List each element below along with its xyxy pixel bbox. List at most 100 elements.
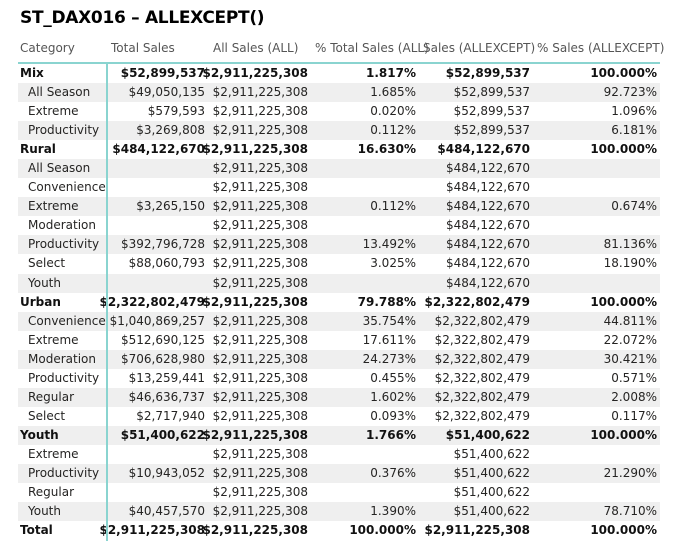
matrix-row[interactable]: Productivity $3,269,808 $2,911,225,308 0.11…: [18, 121, 660, 141]
cell-category: Convenience: [28, 313, 106, 328]
cell-sales-allexcept: $2,322,802,479: [434, 389, 530, 404]
cell-all-sales: $2,911,225,308: [212, 123, 308, 138]
cell-sales-allexcept: $51,400,622: [453, 465, 530, 480]
cell-pct-sales-allexcept: 6.181%: [611, 123, 657, 138]
matrix-row[interactable]: All Season $49,050,135 $2,911,225,308 1.685…: [18, 83, 660, 103]
cell-category: Convenience: [28, 180, 106, 195]
cell-all-sales: $2,911,225,308: [212, 180, 308, 195]
cell-all-sales: $2,911,225,308: [212, 504, 308, 519]
cell-total-sales: $1,040,869,257: [109, 313, 205, 328]
matrix-row[interactable]: Select $2,717,940 $2,911,225,308 0.093% $2,3…: [18, 407, 660, 426]
matrix-row[interactable]: Youth $40,457,570 $2,911,225,308 1.390% $51,…: [18, 502, 660, 522]
cell-category: Productivity: [28, 370, 100, 385]
cell-all-sales: $2,911,225,308: [212, 370, 308, 385]
column-header-pct-total-sales[interactable]: % Total Sales (ALL): [315, 41, 429, 55]
cell-pct-total-sales: 1.766%: [366, 427, 416, 442]
cell-total-sales: $392,796,728: [121, 237, 205, 252]
cell-sales-allexcept: $484,122,670: [446, 199, 530, 214]
cell-all-sales: $2,911,225,308: [212, 199, 308, 214]
cell-sales-allexcept: $2,322,802,479: [434, 351, 530, 366]
matrix-row[interactable]: Moderation $2,911,225,308 $484,122,670: [18, 216, 660, 235]
matrix-group-row[interactable]: Mix $52,899,537 $2,911,225,308 1.817% $52,89…: [18, 64, 660, 83]
cell-sales-allexcept: $2,911,225,308: [424, 523, 530, 538]
cell-pct-sales-allexcept: 30.421%: [603, 351, 657, 366]
cell-total-sales: $51,400,622: [120, 427, 205, 442]
cell-all-sales: $2,911,225,308: [212, 351, 308, 366]
cell-sales-allexcept: $52,899,537: [453, 104, 530, 119]
column-header-total-sales[interactable]: Total Sales: [111, 41, 175, 55]
cell-all-sales: $2,911,225,308: [212, 465, 308, 480]
cell-total-sales: $3,265,150: [136, 199, 205, 214]
matrix-group-row[interactable]: Youth $51,400,622 $2,911,225,308 1.766% $51,…: [18, 425, 660, 445]
cell-category: Extreme: [28, 446, 79, 461]
matrix-row[interactable]: Moderation $706,628,980 $2,911,225,308 24.2…: [18, 349, 660, 369]
cell-sales-allexcept: $484,122,670: [446, 237, 530, 252]
cell-category: Productivity: [28, 123, 100, 138]
matrix-row[interactable]: Extreme $579,593 $2,911,225,308 0.020% $52,8…: [18, 102, 660, 121]
cell-pct-total-sales: 1.817%: [366, 66, 416, 80]
cell-all-sales: $2,911,225,308: [202, 427, 308, 442]
cell-pct-total-sales: 35.754%: [362, 313, 416, 328]
cell-pct-total-sales: 24.273%: [362, 351, 416, 366]
cell-category: Regular: [28, 389, 75, 404]
matrix-header: Category Total Sales All Sales (ALL) % T…: [0, 38, 675, 62]
matrix-row[interactable]: Extreme $2,911,225,308 $51,400,622: [18, 445, 660, 464]
cell-pct-sales-allexcept: 81.136%: [603, 237, 657, 252]
cell-total-sales: $40,457,570: [128, 504, 205, 519]
cell-total-sales: $52,899,537: [120, 66, 205, 80]
cell-all-sales: $2,911,225,308: [212, 389, 308, 404]
column-header-pct-sales-allexcept[interactable]: % Sales (ALLEXCEPT): [537, 41, 665, 55]
visual-title: ST_DAX016 – ALLEXCEPT(): [20, 8, 265, 28]
cell-sales-allexcept: $52,899,537: [453, 85, 530, 100]
cell-sales-allexcept: $484,122,670: [446, 256, 530, 271]
matrix-row[interactable]: Regular $2,911,225,308 $51,400,622: [18, 483, 660, 502]
cell-all-sales: $2,911,225,308: [212, 161, 308, 176]
matrix-row[interactable]: Youth $2,911,225,308 $484,122,670: [18, 273, 660, 293]
cell-pct-total-sales: 79.788%: [357, 294, 416, 309]
cell-pct-sales-allexcept: 0.571%: [611, 370, 657, 385]
matrix-group-row[interactable]: Total $2,911,225,308 $2,911,225,308 100.000…: [18, 521, 660, 540]
cell-pct-sales-allexcept: 2.008%: [611, 389, 657, 404]
cell-category: Select: [28, 256, 66, 271]
cell-total-sales: $13,259,441: [128, 370, 205, 385]
cell-pct-total-sales: 1.390%: [370, 504, 416, 519]
cell-sales-allexcept: $484,122,670: [446, 180, 530, 195]
matrix-row[interactable]: Convenience $1,040,869,257 $2,911,225,308 3…: [18, 311, 660, 331]
cell-sales-allexcept: $51,400,622: [453, 446, 530, 461]
matrix-row[interactable]: Productivity $10,943,052 $2,911,225,308 0.3…: [18, 463, 660, 484]
matrix-group-row[interactable]: Urban $2,322,802,479 $2,911,225,308 79.788%…: [18, 293, 660, 312]
cell-category: Urban: [20, 294, 61, 309]
cell-sales-allexcept: $484,122,670: [446, 275, 530, 290]
cell-category: All Season: [28, 161, 91, 176]
matrix-row[interactable]: Extreme $3,265,150 $2,911,225,308 0.112% $48…: [18, 197, 660, 217]
matrix-row[interactable]: All Season $2,911,225,308 $484,122,670: [18, 159, 660, 179]
cell-pct-total-sales: 3.025%: [370, 256, 416, 271]
cell-pct-total-sales: 17.611%: [362, 332, 416, 347]
matrix-row[interactable]: Productivity $392,796,728 $2,911,225,308 13…: [18, 235, 660, 255]
matrix-row[interactable]: Regular $46,636,737 $2,911,225,308 1.602% $2…: [18, 387, 660, 407]
cell-all-sales: $2,911,225,308: [212, 313, 308, 328]
cell-pct-total-sales: 0.455%: [370, 370, 416, 385]
cell-pct-total-sales: 13.492%: [362, 237, 416, 252]
matrix-row[interactable]: Extreme $512,690,125 $2,911,225,308 17.611%…: [18, 331, 660, 350]
cell-total-sales: $88,060,793: [128, 256, 205, 271]
cell-total-sales: $3,269,808: [136, 123, 205, 138]
cell-category: Select: [28, 408, 66, 423]
cell-pct-sales-allexcept: 100.000%: [590, 294, 657, 309]
matrix-row[interactable]: Convenience $2,911,225,308 $484,122,670: [18, 178, 660, 197]
cell-sales-allexcept: $2,322,802,479: [434, 408, 530, 423]
cell-sales-allexcept: $484,122,670: [437, 142, 530, 157]
cell-category: Moderation: [28, 351, 96, 366]
column-header-all-sales[interactable]: All Sales (ALL): [213, 41, 299, 55]
column-header-sales-allexcept[interactable]: Sales (ALLEXCEPT): [423, 41, 536, 55]
cell-sales-allexcept: $484,122,670: [446, 161, 530, 176]
column-header-category[interactable]: Category: [20, 41, 75, 55]
cell-pct-total-sales: 100.000%: [349, 523, 416, 538]
matrix-row[interactable]: Select $88,060,793 $2,911,225,308 3.025% $48…: [18, 254, 660, 273]
cell-pct-total-sales: 0.112%: [370, 199, 416, 214]
matrix-group-row[interactable]: Rural $484,122,670 $2,911,225,308 16.630% $4…: [18, 140, 660, 159]
matrix-row[interactable]: Productivity $13,259,441 $2,911,225,308 0.4…: [18, 369, 660, 388]
cell-total-sales: $512,690,125: [121, 332, 205, 347]
cell-category: Youth: [20, 427, 59, 442]
cell-all-sales: $2,911,225,308: [212, 256, 308, 271]
